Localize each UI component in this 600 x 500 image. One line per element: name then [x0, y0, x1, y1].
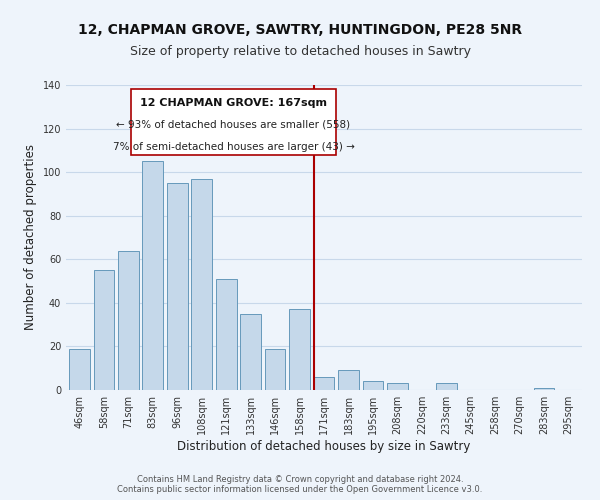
- FancyBboxPatch shape: [131, 90, 336, 154]
- Bar: [436, 384, 457, 390]
- Text: Size of property relative to detached houses in Sawtry: Size of property relative to detached ho…: [130, 45, 470, 58]
- Bar: [387, 384, 408, 390]
- Y-axis label: Number of detached properties: Number of detached properties: [24, 144, 37, 330]
- Text: 12 CHAPMAN GROVE: 167sqm: 12 CHAPMAN GROVE: 167sqm: [140, 98, 327, 108]
- Bar: [314, 377, 334, 390]
- Text: ← 93% of detached houses are smaller (558): ← 93% of detached houses are smaller (55…: [116, 120, 350, 130]
- Text: 12, CHAPMAN GROVE, SAWTRY, HUNTINGDON, PE28 5NR: 12, CHAPMAN GROVE, SAWTRY, HUNTINGDON, P…: [78, 22, 522, 36]
- Bar: [94, 270, 114, 390]
- Bar: [534, 388, 554, 390]
- Bar: [338, 370, 359, 390]
- Text: Contains HM Land Registry data © Crown copyright and database right 2024.: Contains HM Land Registry data © Crown c…: [137, 475, 463, 484]
- Bar: [118, 250, 139, 390]
- Bar: [289, 310, 310, 390]
- Bar: [69, 348, 90, 390]
- Bar: [240, 314, 261, 390]
- X-axis label: Distribution of detached houses by size in Sawtry: Distribution of detached houses by size …: [178, 440, 470, 453]
- Bar: [362, 382, 383, 390]
- Bar: [142, 162, 163, 390]
- Bar: [167, 183, 188, 390]
- Bar: [191, 178, 212, 390]
- Text: 7% of semi-detached houses are larger (43) →: 7% of semi-detached houses are larger (4…: [113, 142, 355, 152]
- Text: Contains public sector information licensed under the Open Government Licence v3: Contains public sector information licen…: [118, 485, 482, 494]
- Bar: [265, 348, 286, 390]
- Bar: [216, 279, 236, 390]
